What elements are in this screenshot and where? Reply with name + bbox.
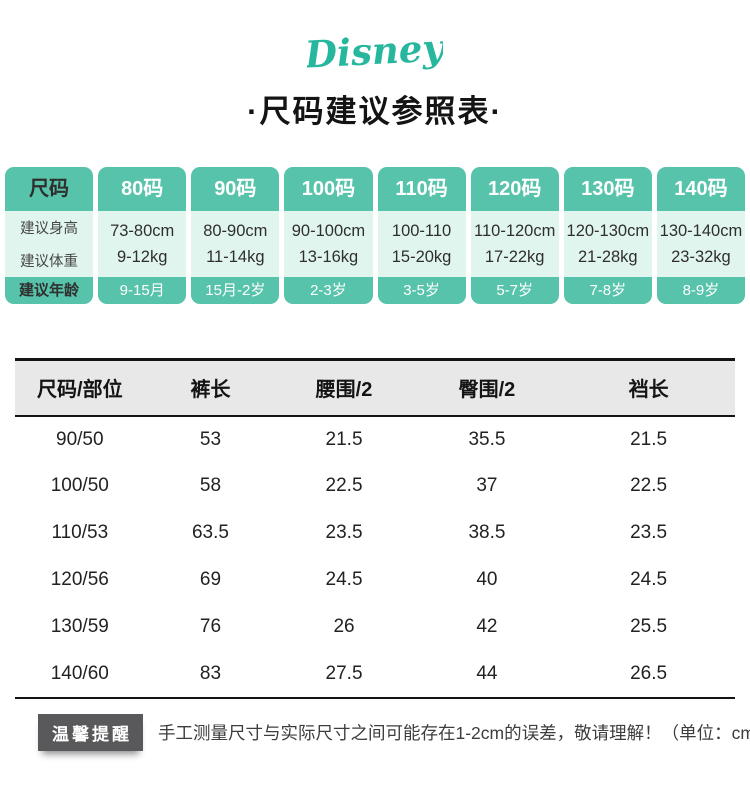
height-range: 100-110 [391, 221, 452, 240]
cell-size-part: 120/56 [50, 569, 109, 590]
height-range: 90-100cm [291, 221, 366, 240]
cell-waist: 26 [333, 616, 355, 637]
height-range: 73-80cm [110, 221, 175, 240]
size-card-body: 73-80cm 9-12kg [98, 211, 187, 277]
size-card-body: 80-90cm 11-14kg [191, 211, 280, 277]
weight-range: 17-22kg [484, 247, 545, 266]
age-range: 9-15月 [98, 277, 187, 304]
cell-hip: 35.5 [468, 428, 506, 450]
cell-hip: 37 [476, 475, 498, 496]
table-row: 110/53 63.5 23.5 38.5 23.5 [15, 510, 735, 557]
size-card: 110码 100-110 15-20kg 3-5岁 [377, 167, 466, 304]
weight-label: 建议体重 [20, 254, 79, 270]
cell-size-part: 110/53 [51, 522, 109, 543]
cell-waist: 27.5 [325, 662, 363, 684]
cell-hip: 42 [476, 616, 498, 637]
cell-crotch: 25.5 [630, 616, 668, 637]
table-row: 90/50 53 21.5 35.5 21.5 [15, 416, 735, 463]
cell-pant-length: 63.5 [191, 522, 229, 543]
age-range: 3-5岁 [377, 277, 466, 304]
age-range: 7-8岁 [563, 277, 652, 304]
cell-crotch: 21.5 [630, 428, 668, 450]
size-guide-label-column: 尺码 建议身高 建议体重 建议年龄 [5, 167, 94, 304]
brand-header: Disney [0, 0, 750, 80]
size-card-header: 140码 [656, 167, 745, 211]
size-card: 80码 73-80cm 9-12kg 9-15月 [98, 167, 187, 304]
cell-size-part: 130/59 [50, 616, 109, 637]
size-card-header: 120码 [470, 167, 559, 211]
size-card-header: 100码 [284, 167, 373, 211]
size-card: 130码 120-130cm 21-28kg 7-8岁 [563, 167, 652, 304]
size-guide-table: 尺码 建议身高 建议体重 建议年龄 80码 73-80cm 9-12kg 9-1… [5, 167, 745, 304]
weight-range: 9-12kg [116, 247, 168, 266]
weight-range: 23-32kg [671, 247, 731, 266]
cell-waist: 21.5 [325, 428, 363, 450]
reminder-text: 手工测量尺寸与实际尺寸之间可能存在1-2cm的误差，敬请理解！（单位：cm） [158, 722, 750, 743]
size-label-header: 尺码 [5, 167, 94, 211]
measurement-header-row: 尺码/部位 裤长 腰围/2 臀围/2 裆长 [15, 359, 735, 416]
cell-hip: 44 [476, 662, 498, 684]
cell-crotch: 26.5 [630, 662, 668, 684]
height-label: 建议身高 [20, 221, 79, 237]
cell-crotch: 24.5 [630, 569, 668, 590]
age-range: 2-3岁 [284, 277, 373, 304]
size-card-body: 120-130cm 21-28kg [563, 211, 652, 277]
size-card-body: 130-140cm 23-32kg [656, 211, 745, 277]
size-card-header: 110码 [377, 167, 466, 211]
table-row: 130/59 76 26 42 25.5 [15, 604, 735, 651]
weight-range: 13-16kg [298, 247, 359, 266]
cell-size-part: 140/60 [50, 662, 109, 684]
cell-pant-length: 53 [199, 428, 222, 450]
cell-pant-length: 83 [199, 662, 222, 684]
disney-logo-text: Disney [307, 25, 443, 76]
reminder-footer: 温馨提醒 手工测量尺寸与实际尺寸之间可能存在1-2cm的误差，敬请理解！（单位：… [38, 713, 750, 751]
size-card: 140码 130-140cm 23-32kg 8-9岁 [656, 167, 745, 304]
cell-size-part: 100/50 [50, 475, 109, 496]
column-header-waist: 腰围/2 [315, 379, 373, 402]
size-card-body: 110-120cm 17-22kg [470, 211, 559, 277]
weight-range: 15-20kg [391, 247, 452, 266]
age-range: 5-7岁 [470, 277, 559, 304]
size-card-body: 90-100cm 13-16kg [284, 211, 373, 277]
height-range: 80-90cm [203, 221, 268, 240]
page-title: ·尺码建议参照表· [247, 94, 503, 129]
age-label: 建议年龄 [5, 277, 94, 304]
measurement-table: 尺码/部位 裤长 腰围/2 臀围/2 裆长 90/50 53 21.5 35.5… [15, 358, 735, 699]
cell-pant-length: 76 [199, 616, 222, 637]
cell-waist: 22.5 [325, 475, 363, 496]
cell-hip: 40 [476, 569, 498, 590]
size-card: 100码 90-100cm 13-16kg 2-3岁 [284, 167, 373, 304]
height-range: 110-120cm [474, 221, 556, 240]
table-row: 100/50 58 22.5 37 22.5 [15, 463, 735, 510]
size-card-header: 90码 [191, 167, 280, 211]
cell-pant-length: 69 [199, 569, 222, 590]
weight-range: 21-28kg [577, 247, 638, 266]
age-range: 8-9岁 [656, 277, 745, 304]
height-range: 130-140cm [659, 221, 743, 240]
column-header-crotch: 裆长 [628, 379, 669, 402]
size-card-header: 130码 [563, 167, 652, 211]
column-header-size-part: 尺码/部位 [37, 379, 123, 402]
cell-waist: 23.5 [325, 522, 363, 543]
table-row: 140/60 83 27.5 44 26.5 [15, 651, 735, 698]
cell-size-part: 90/50 [56, 428, 104, 450]
disney-logo-icon: Disney [307, 25, 443, 76]
size-card: 120码 110-120cm 17-22kg 5-7岁 [470, 167, 559, 304]
reminder-badge: 温馨提醒 [38, 713, 143, 751]
column-header-hip: 臀围/2 [458, 379, 516, 402]
cell-pant-length: 58 [199, 475, 222, 496]
age-range: 15月-2岁 [191, 277, 280, 304]
cell-crotch: 22.5 [630, 475, 668, 496]
size-card: 90码 80-90cm 11-14kg 15月-2岁 [191, 167, 280, 304]
table-row: 120/56 69 24.5 40 24.5 [15, 557, 735, 604]
cell-hip: 38.5 [468, 522, 506, 543]
cell-crotch: 23.5 [630, 522, 668, 543]
size-label-body: 建议身高 建议体重 [5, 211, 94, 277]
cell-waist: 24.5 [325, 569, 363, 590]
column-header-pant-length: 裤长 [190, 379, 231, 402]
size-card-header: 80码 [98, 167, 187, 211]
height-range: 120-130cm [566, 221, 650, 240]
size-card-body: 100-110 15-20kg [377, 211, 466, 277]
weight-range: 11-14kg [206, 247, 265, 266]
